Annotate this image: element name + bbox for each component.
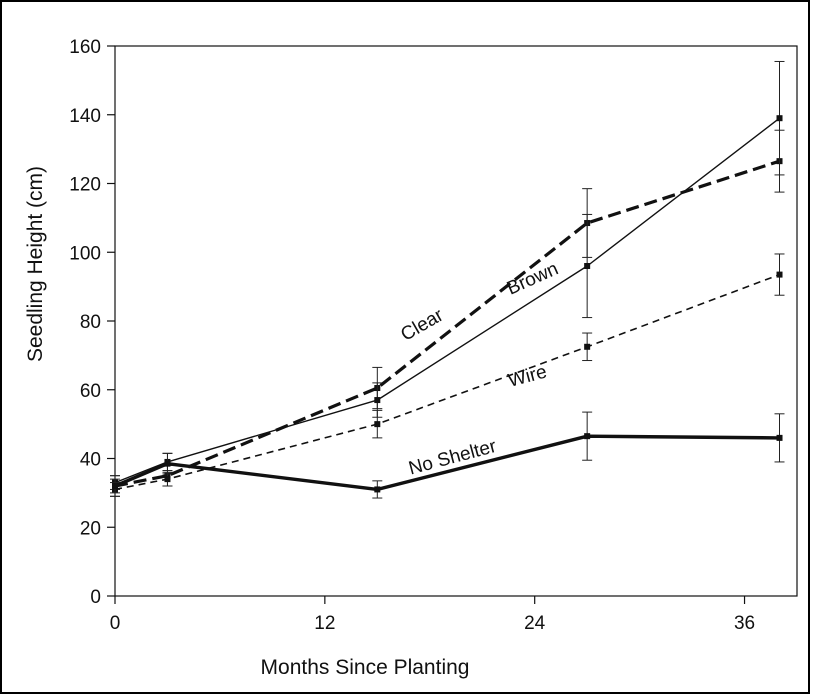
- data-point: [164, 476, 171, 483]
- series-layer: [110, 60, 785, 499]
- series-label-no-shelter: No Shelter: [406, 436, 499, 480]
- y-tick-label: 40: [80, 450, 101, 471]
- series-line-brown: [114, 117, 780, 484]
- y-tick-label: 0: [90, 587, 101, 608]
- data-point: [374, 486, 381, 493]
- y-tick-label: 20: [80, 518, 101, 539]
- x-tick-label: 12: [314, 613, 335, 634]
- x-tick-label: 24: [524, 613, 546, 634]
- x-axis-title: Months Since Planting: [261, 656, 470, 679]
- series-clear: [110, 129, 785, 497]
- y-tick-label: 80: [80, 312, 101, 333]
- y-tick-label: 120: [69, 175, 101, 196]
- data-point: [164, 460, 171, 467]
- data-point: [374, 421, 381, 428]
- data-point: [374, 397, 381, 404]
- series-line-clear: [114, 159, 780, 488]
- y-tick-label: 60: [80, 381, 101, 402]
- y-tick-label: 100: [69, 243, 101, 264]
- data-point: [776, 115, 783, 122]
- series-no-shelter: [110, 411, 785, 499]
- series-label-wire: Wire: [506, 361, 549, 391]
- axes: 0 20 40 60 80 100 120 140 160 0 12 24 36: [69, 37, 798, 634]
- data-point: [584, 263, 591, 269]
- y-tick-label: 160: [69, 37, 101, 58]
- series-brown: [110, 60, 785, 490]
- series-label-clear: Clear: [397, 304, 447, 345]
- data-point: [776, 434, 783, 441]
- plot-area: [114, 45, 798, 597]
- y-tick-label: 140: [69, 106, 101, 127]
- data-point: [584, 433, 591, 440]
- y-axis-title: Seedling Height (cm): [24, 166, 47, 362]
- data-point: [584, 343, 591, 350]
- x-tick-label: 36: [734, 613, 755, 634]
- x-tick-label: 0: [110, 613, 121, 634]
- data-point: [776, 271, 783, 278]
- data-point: [112, 483, 118, 489]
